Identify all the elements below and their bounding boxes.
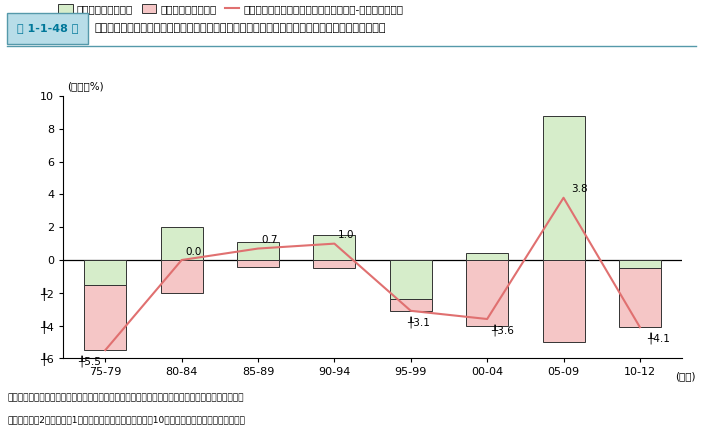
Bar [543,116,584,260]
Bar [466,260,508,326]
Text: 0.7: 0.7 [262,235,278,245]
Text: （注）資本金2千万円以上1億円未満を中小製造業、資本金10億円以上を大企業製造業とした。: （注）資本金2千万円以上1億円未満を中小製造業、資本金10億円以上を大企業製造業… [7,415,245,424]
Bar [84,284,127,350]
Text: 一人当たり名目付加価値額上昇率の企業規模間格差（中小製造業－大企業製造業）とその変動要因: 一人当たり名目付加価値額上昇率の企業規模間格差（中小製造業－大企業製造業）とその… [95,24,387,33]
Bar [84,260,127,284]
Bar [619,260,661,268]
Bar [237,260,279,267]
Text: (年度): (年度) [676,371,696,382]
Legend: 実質労働生産性要因, 価格転嫁力指標要因, 一人当たり名目付加価値額（中小製造業-大企業製造業）: 実質労働生産性要因, 価格転嫁力指標要因, 一人当たり名目付加価値額（中小製造業… [56,2,406,16]
Bar [466,253,508,260]
Text: ╀4.1: ╀4.1 [647,332,671,344]
Text: ╀3.6: ╀3.6 [491,324,514,336]
Text: 3.8: 3.8 [571,184,588,194]
Text: 資料：日本銀行「全国企業短期経済観測調査」、「企業物価指数」、財務省「法人企業統計年報」: 資料：日本銀行「全国企業短期経済観測調査」、「企業物価指数」、財務省「法人企業統… [7,393,243,402]
Text: (年率、%): (年率、%) [67,81,104,91]
Text: 第 1-1-48 図: 第 1-1-48 図 [17,24,78,33]
Text: ╀5.5: ╀5.5 [79,355,101,367]
Bar [237,242,279,260]
Bar [389,260,432,299]
Bar [314,236,356,260]
Text: 1.0: 1.0 [338,230,355,240]
Text: ╀3.1: ╀3.1 [407,316,430,328]
Text: 0.0: 0.0 [186,247,202,257]
FancyBboxPatch shape [7,13,88,44]
Bar [619,268,661,327]
Bar [389,299,432,311]
Bar [161,227,202,260]
Bar [543,260,584,342]
Bar [314,260,356,268]
Bar [161,260,202,293]
